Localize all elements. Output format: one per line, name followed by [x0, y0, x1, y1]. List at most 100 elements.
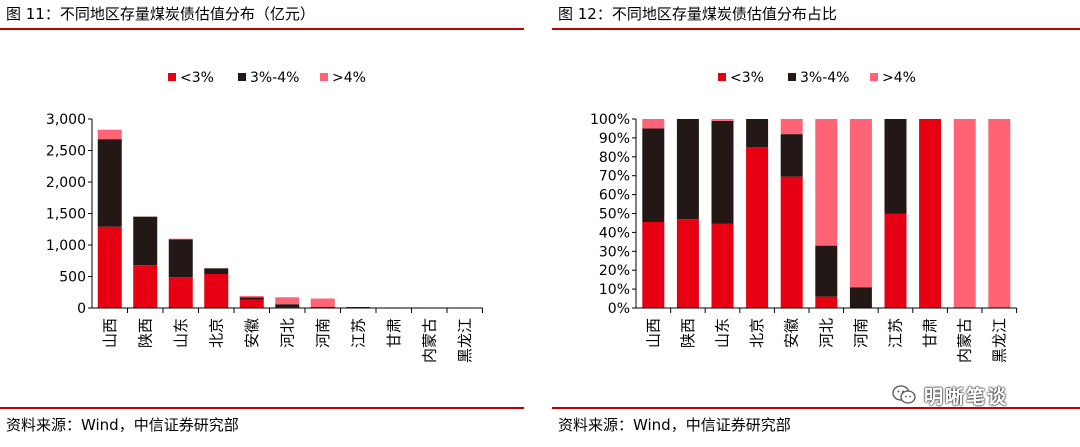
- watermark-text: 明晰笔谈: [924, 386, 1009, 408]
- x-tick-label: 内蒙古: [956, 318, 974, 363]
- bar-segment: [711, 119, 734, 121]
- bar-segment: [711, 223, 734, 308]
- y-tick-label: 80%: [599, 150, 630, 166]
- x-tick-label: 黑龙江: [456, 318, 474, 363]
- y-tick-label: 2,500: [46, 144, 86, 160]
- y-tick-label: 90%: [599, 131, 630, 147]
- bar-segment: [849, 119, 872, 288]
- x-tick-label: 河南: [852, 318, 870, 348]
- legend-label: >4%: [332, 70, 366, 86]
- bar-segment: [676, 219, 699, 308]
- bar-segment: [204, 273, 229, 308]
- bar-segment: [275, 297, 300, 305]
- wechat-icon: [892, 385, 916, 404]
- legend-swatch: [718, 73, 726, 81]
- y-tick-label: 50%: [599, 207, 630, 223]
- bar-segment: [168, 277, 193, 308]
- title-rule: [0, 28, 524, 30]
- y-tick-label: 40%: [599, 225, 630, 241]
- bar-segment: [815, 245, 838, 297]
- figure-11-source: 资料来源：Wind，中信证券研究部: [6, 416, 239, 434]
- legend-swatch: [870, 73, 878, 81]
- x-tick-label: 山西: [101, 318, 119, 348]
- figure-11-chart: <3% 3%-4% >4% 0 500 1,000 1,500 2,000 2,500 3,000…: [46, 70, 483, 363]
- y-tick-label: 60%: [599, 188, 630, 204]
- x-tick-label: 黑龙江: [990, 318, 1008, 363]
- bar-segment: [239, 297, 264, 300]
- legend-label: 3%-4%: [250, 70, 299, 86]
- bar-segment: [884, 213, 907, 308]
- x-tick-label: 陕西: [136, 318, 154, 348]
- bar-segment: [780, 119, 803, 135]
- bar-segment: [239, 296, 264, 298]
- bar-segment: [919, 119, 942, 308]
- figure-12-title: 图 12：不同地区存量煤炭债估值分布占比: [558, 5, 837, 23]
- bar-segment: [884, 119, 907, 214]
- bar-segment: [168, 239, 193, 278]
- bar-segment: [133, 265, 158, 308]
- bar-segment: [239, 299, 264, 308]
- legend-label: <3%: [180, 70, 214, 86]
- bar-segment: [204, 268, 229, 274]
- x-tick-label: 安徽: [783, 318, 801, 348]
- bar-segment: [346, 307, 371, 308]
- bar-segment: [746, 147, 769, 308]
- x-tick-label: 陕西: [679, 318, 697, 348]
- x-tick-label: 北京: [207, 318, 225, 348]
- x-tick-label: 甘肃: [385, 318, 403, 348]
- bar-segment: [988, 119, 1011, 308]
- bar-segment: [642, 128, 665, 223]
- x-tick-label: 江苏: [349, 318, 367, 348]
- x-tick-label: 北京: [748, 318, 766, 348]
- figure-12-chart: <3% 3%-4% >4% 0% 10% 20% 30% 40% 50% 60% 70% 80% 90%…: [590, 70, 1018, 363]
- bar-segment: [780, 176, 803, 308]
- legend-label: <3%: [730, 70, 764, 86]
- watermark: 明晰笔谈: [892, 380, 1062, 410]
- y-tick-label: 100%: [590, 112, 630, 128]
- bar-segment: [711, 120, 734, 224]
- bar-segment: [780, 134, 803, 177]
- x-tick-label: 山东: [714, 318, 732, 348]
- legend-swatch: [238, 73, 246, 81]
- x-tick-label: 河北: [278, 318, 296, 348]
- y-tick-label: 2,000: [46, 175, 86, 191]
- bar-segment: [642, 119, 665, 129]
- figure-12-panel: 图 12：不同地区存量煤炭债估值分布占比 <3% 3%-4% >4% 0% 10% 20%…: [552, 0, 1080, 447]
- source-rule: [0, 407, 524, 409]
- y-tick-label: 70%: [599, 169, 630, 185]
- y-tick-label: 20%: [599, 263, 630, 279]
- y-tick-label: 30%: [599, 244, 630, 260]
- x-tick-label: 山西: [644, 318, 662, 348]
- bar-segment: [97, 129, 122, 140]
- bar-segment: [953, 119, 976, 308]
- x-tick-label: 甘肃: [921, 318, 939, 348]
- legend-swatch: [168, 73, 176, 81]
- legend-label: 3%-4%: [800, 70, 849, 86]
- x-tick-label: 河北: [817, 318, 835, 348]
- bar-segment: [815, 296, 838, 308]
- bar-segment: [97, 226, 122, 308]
- bar-segment: [97, 139, 122, 227]
- bar-segment: [815, 119, 838, 246]
- y-tick-label: 0: [77, 301, 86, 317]
- y-tick-label: 1,000: [46, 238, 86, 254]
- y-tick-label: 10%: [599, 282, 630, 298]
- title-rule: [552, 28, 1080, 30]
- source-rule: [552, 407, 1080, 409]
- bar-segment: [642, 222, 665, 308]
- x-tick-label: 内蒙古: [420, 318, 438, 363]
- figure-11-panel: 图 11：不同地区存量煤炭债估值分布（亿元） <3% 3%-4% >4% 0 500 1,…: [0, 0, 524, 447]
- y-tick-label: 1,500: [46, 207, 86, 223]
- y-tick-label: 3,000: [46, 112, 86, 128]
- legend-swatch: [788, 73, 796, 81]
- bar-segment: [168, 238, 193, 240]
- bar-segment: [676, 119, 699, 220]
- legend-swatch: [320, 73, 328, 81]
- y-tick-label: 500: [59, 270, 86, 286]
- x-tick-label: 山东: [172, 318, 190, 348]
- bar-segment: [849, 287, 872, 308]
- x-tick-label: 河南: [314, 318, 332, 348]
- figure-11-title: 图 11：不同地区存量煤炭债估值分布（亿元）: [6, 5, 315, 23]
- legend-label: >4%: [882, 70, 916, 86]
- figure-12-source: 资料来源：Wind，中信证券研究部: [558, 416, 791, 434]
